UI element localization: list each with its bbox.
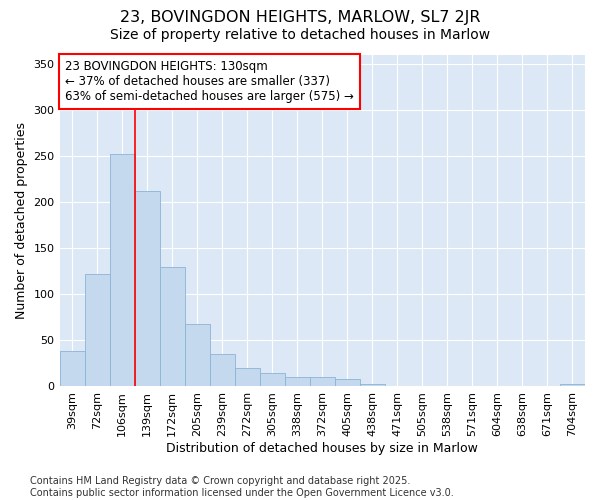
Bar	[59, 352, 85, 386]
Text: 23 BOVINGDON HEIGHTS: 130sqm
← 37% of detached houses are smaller (337)
63% of s: 23 BOVINGDON HEIGHTS: 130sqm ← 37% of de…	[65, 60, 353, 103]
Bar	[310, 378, 335, 386]
Bar	[209, 354, 235, 386]
Text: 23, BOVINGDON HEIGHTS, MARLOW, SL7 2JR: 23, BOVINGDON HEIGHTS, MARLOW, SL7 2JR	[120, 10, 480, 25]
Text: Contains HM Land Registry data © Crown copyright and database right 2025.
Contai: Contains HM Land Registry data © Crown c…	[30, 476, 454, 498]
X-axis label: Distribution of detached houses by size in Marlow: Distribution of detached houses by size …	[166, 442, 478, 455]
Bar	[360, 384, 385, 386]
Bar	[235, 368, 260, 386]
Text: Size of property relative to detached houses in Marlow: Size of property relative to detached ho…	[110, 28, 490, 42]
Bar	[335, 379, 360, 386]
Bar	[134, 192, 160, 386]
Bar	[160, 267, 185, 386]
Bar	[110, 154, 134, 386]
Bar	[85, 274, 110, 386]
Bar	[285, 378, 310, 386]
Bar	[560, 384, 585, 386]
Y-axis label: Number of detached properties: Number of detached properties	[15, 122, 28, 319]
Bar	[260, 372, 285, 386]
Bar	[185, 324, 209, 386]
